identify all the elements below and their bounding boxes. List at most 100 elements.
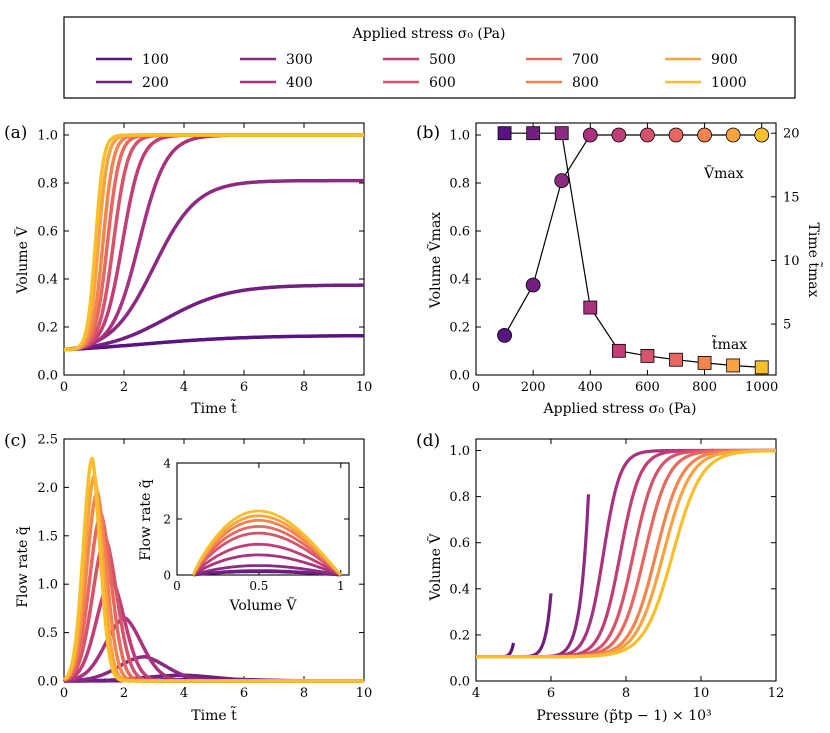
vmax-marker-300 (554, 173, 570, 189)
tmax-marker-100 (497, 126, 512, 141)
y-tick-label: 0.0 (37, 369, 58, 384)
x-tick-label: 8 (622, 686, 630, 701)
x-tick-label: 0 (472, 380, 480, 395)
annotation-vmax: Ṽmax (703, 164, 744, 182)
y-tick-label: 2.5 (37, 433, 58, 448)
x-tick-label: 600 (635, 380, 660, 395)
y-tick-label: 1.0 (37, 578, 58, 593)
y2-tick-label: 15 (783, 190, 800, 205)
annotation-tmax: t̃max (712, 334, 748, 353)
y-tick-label: 0.6 (449, 225, 470, 240)
inset-line-900 (192, 514, 342, 576)
tmax-marker-700 (669, 352, 683, 367)
y-tick-label: 0.2 (449, 321, 470, 336)
x-tick-label: 4 (472, 686, 480, 701)
legend-title: Applied stress σ₀ (Pa) (352, 26, 506, 42)
x-tick-label: 8 (300, 686, 308, 701)
y-tick-label: 0.8 (37, 177, 58, 192)
x-tick-label: 6 (240, 686, 248, 701)
y2-tick-label: 10 (783, 254, 800, 269)
y-tick-label: 0.6 (37, 225, 58, 240)
vmax-marker-400 (582, 127, 598, 143)
legend-label-500: 500 (429, 52, 456, 68)
y-tick-label: 0.4 (449, 582, 470, 597)
inset-ylabel: Flow rate q̃ (138, 479, 154, 560)
flow-line-1000 (62, 456, 366, 683)
legend-label-300: 300 (286, 52, 313, 68)
x-tick-label: 10 (356, 380, 373, 395)
x-tick-label: 0 (173, 579, 181, 593)
x-tick-label: 400 (578, 380, 603, 395)
vmax-marker-200 (525, 277, 541, 293)
inset-line-300 (192, 564, 342, 577)
inset-line-400 (192, 553, 342, 577)
legend-frame (63, 16, 796, 99)
x-tick-label: 0 (60, 380, 68, 395)
y-tick-label: 0.4 (37, 273, 58, 288)
tmax-marker-300 (554, 126, 569, 141)
pv-line-700 (475, 448, 777, 659)
panel-label-d: (d) (416, 431, 440, 451)
inset-xlabel: Volume Ṽ (229, 596, 298, 614)
y-tick-label: 1.0 (37, 129, 58, 144)
y-tick-label: 2.0 (37, 481, 58, 496)
tmax-marker-500 (611, 343, 626, 358)
x-tick-label: 4 (180, 686, 188, 701)
plot-frame (475, 122, 777, 376)
y-tick-label: 1.0 (449, 129, 470, 144)
vmax-marker-500 (611, 127, 627, 143)
tmax-marker-200 (526, 126, 541, 141)
panel-a-ylabel: Volume Ṽ (13, 226, 31, 295)
x-tick-label: 10 (356, 686, 373, 701)
x-tick-label: 0.5 (249, 579, 268, 593)
chart-panel-d: 4 6 8 10 12 0.0 0.2 0.4 0.6 0.8 1.0 (449, 438, 784, 701)
legend-label-400: 400 (286, 75, 313, 91)
inset-line-1000 (192, 509, 342, 576)
tmax-marker-400 (583, 300, 598, 315)
pv-line-900 (475, 449, 777, 659)
pv-line-100 (475, 642, 516, 659)
x-tick-label: 1 (337, 579, 345, 593)
vmax-marker-100 (497, 327, 512, 343)
y-tick-label: 0.8 (449, 490, 470, 505)
x-tick-label: 8 (300, 380, 308, 395)
x-tick-label: 10 (693, 686, 710, 701)
series-line-1000 (63, 133, 365, 352)
series-line-100 (63, 333, 365, 352)
tmax-line (504, 132, 762, 368)
vmax-marker-1000 (754, 127, 770, 143)
series-line-300 (63, 178, 365, 352)
y-tick-label: 0.2 (449, 628, 470, 643)
pv-line-300 (475, 494, 591, 659)
vmax-marker-700 (668, 127, 684, 143)
legend-label-200: 200 (142, 75, 169, 91)
chart-panel-b: 0 200 400 600 800 1000 0.0 0.2 0.4 0.6 0.8 1.0 5 10 15… (449, 122, 800, 395)
y-tick-label: 0.0 (449, 675, 470, 690)
pv-line-1000 (475, 449, 777, 659)
inset-line-600 (192, 531, 342, 577)
vmax-marker-900 (725, 127, 741, 143)
x-tick-label: 2 (120, 380, 128, 395)
x-tick-label: 800 (692, 380, 717, 395)
y-tick-label: 1.5 (37, 529, 58, 544)
x-tick-label: 2 (120, 686, 128, 701)
inset-line-500 (192, 542, 342, 577)
tmax-marker-900 (726, 358, 741, 373)
vmax-marker-800 (697, 127, 712, 143)
panel-label-c: (c) (4, 431, 27, 451)
pv-line-500 (475, 448, 777, 659)
y-tick-label: 1.0 (449, 444, 470, 459)
inset-line-200 (193, 569, 341, 577)
x-tick-label: 4 (180, 380, 188, 395)
panel-b-y2label: Time t̃max (805, 223, 824, 298)
pv-line-600 (475, 448, 777, 659)
inset: 0 0.5 1 0 2 4 (163, 457, 350, 593)
legend-entries: 100 200 300 400 500 600 700 800 900 1000 (96, 52, 747, 91)
x-tick-label: 200 (521, 380, 546, 395)
panel-label-a: (a) (4, 123, 27, 143)
tmax-marker-1000 (754, 360, 769, 375)
vmax-line (504, 134, 762, 336)
x-tick-label: 6 (240, 380, 248, 395)
